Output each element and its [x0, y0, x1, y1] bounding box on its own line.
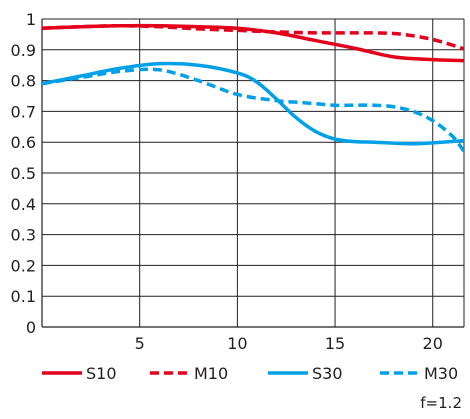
grid-layer — [41, 18, 465, 328]
x-tick-label: 5 — [135, 334, 145, 353]
legend-label-s30: S30 — [312, 364, 343, 383]
x-tick-label: 15 — [325, 334, 345, 353]
y-tick-label: 0.6 — [11, 133, 36, 152]
y-tick-label: 0.5 — [11, 164, 36, 183]
y-tick-label: 0.1 — [11, 287, 36, 306]
tick-labels: 00.10.20.30.40.50.60.70.80.915 10 15 20 — [11, 10, 443, 353]
x-tick-label: 10 — [227, 334, 247, 353]
legend-label-s10: S10 — [86, 364, 117, 383]
y-tick-label: 0.8 — [11, 72, 36, 91]
series-line-m10 — [42, 24, 464, 51]
y-tick-label: 0 — [26, 318, 36, 337]
legend-label-m30: M30 — [424, 364, 458, 383]
legend-label-m10: M10 — [194, 364, 228, 383]
legend: S10 M10 S30 M30 — [42, 364, 458, 383]
y-tick-label: 0.2 — [11, 256, 36, 275]
y-tick-label: 0.9 — [11, 41, 36, 60]
y-tick-label: 0.4 — [11, 195, 36, 214]
series-line-s30 — [42, 61, 464, 146]
series-line-m30 — [42, 67, 464, 153]
x-tick-label: 20 — [423, 334, 443, 353]
y-tick-label: 1 — [26, 10, 36, 29]
aperture-annotation: f=1.2 — [420, 394, 462, 412]
series-layer — [42, 23, 464, 153]
y-tick-label: 0.3 — [11, 226, 36, 245]
y-tick-label: 0.7 — [11, 102, 36, 121]
